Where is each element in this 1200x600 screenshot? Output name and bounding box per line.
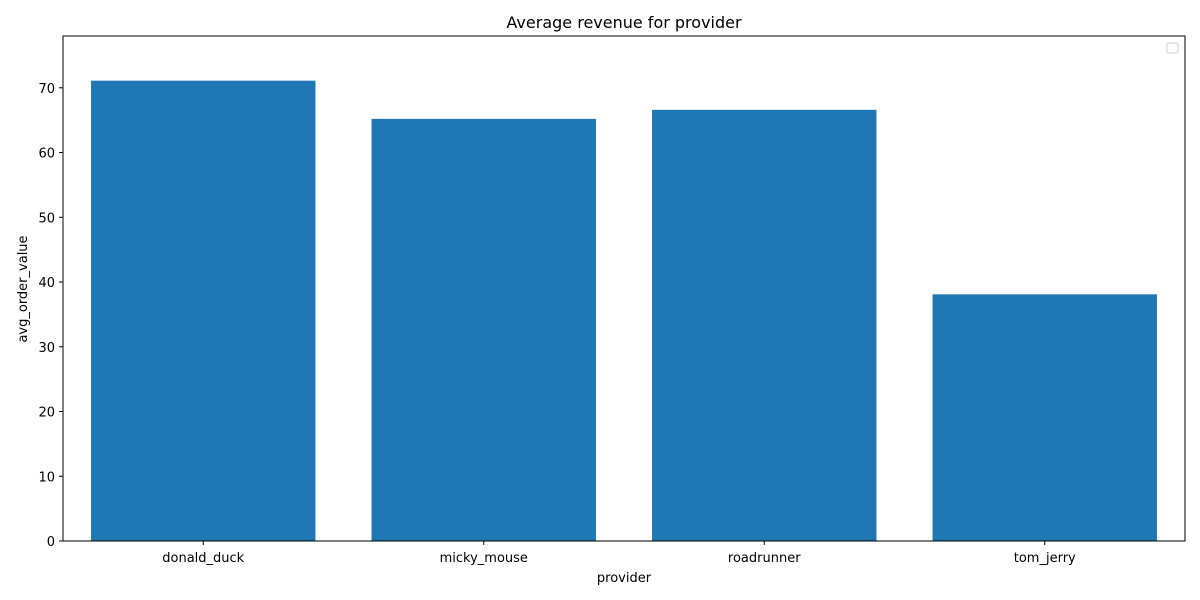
x-tick-label: micky_mouse — [440, 551, 528, 566]
x-tick-label: roadrunner — [728, 551, 801, 566]
y-axis-label: avg_order_value — [16, 235, 31, 342]
y-tick-label: 20 — [38, 406, 55, 421]
x-axis: donald_duck micky_mouse roadrunner tom_jerr… — [162, 541, 1076, 566]
x-axis-label: provider — [597, 571, 652, 586]
y-tick-label: 50 — [38, 211, 55, 226]
y-tick-label: 60 — [38, 147, 55, 162]
y-axis: 0 10 20 30 40 50 60 70 — [38, 82, 63, 550]
x-tick-label: donald_duck — [162, 551, 244, 566]
y-tick-label: 70 — [38, 82, 55, 97]
chart-title: Average revenue for provider — [506, 13, 742, 32]
y-tick-label: 30 — [38, 341, 55, 356]
y-tick-label: 0 — [47, 535, 55, 550]
legend-box — [1166, 42, 1179, 54]
y-tick-label: 10 — [38, 470, 55, 485]
bars-group — [91, 80, 1157, 542]
bar-micky_mouse — [371, 118, 596, 541]
bar-roadrunner — [652, 109, 877, 542]
bar-tom_jerry — [932, 294, 1157, 541]
plot-frame — [62, 35, 1186, 542]
x-tick-label: tom_jerry — [1014, 551, 1076, 566]
bar-donald_duck — [91, 80, 316, 541]
y-tick-label: 40 — [38, 276, 55, 291]
